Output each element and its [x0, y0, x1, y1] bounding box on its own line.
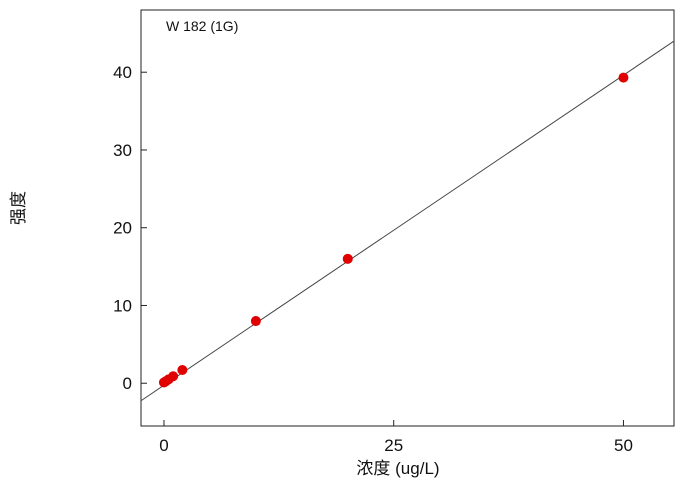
plot-frame [140, 9, 675, 427]
y-ticks-layer: 0 10 20 30 40 [113, 63, 147, 393]
chart-title: W 182 (1G) [166, 18, 238, 34]
data-point [618, 72, 629, 83]
y-axis-label: 强度 [9, 191, 29, 225]
x-tick-label: 0 [159, 436, 168, 455]
x-tick-label: 25 [384, 436, 403, 455]
y-tick-label: 10 [113, 296, 132, 315]
x-axis-label: 浓度 (ug/L) [356, 459, 439, 478]
y-tick-label: 0 [123, 374, 132, 393]
y-tick-label: 20 [113, 219, 132, 238]
data-point [177, 365, 188, 376]
data-point [250, 316, 261, 327]
data-point [342, 253, 353, 264]
x-tick-label: 50 [614, 436, 633, 455]
points-layer [158, 72, 629, 388]
y-tick-label: 30 [113, 141, 132, 160]
fit-line-layer [140, 40, 675, 402]
fit-line [140, 40, 675, 402]
y-tick-label: 40 [113, 63, 132, 82]
data-point [168, 371, 179, 382]
x-ticks-layer: 0 25 50 [159, 420, 633, 455]
